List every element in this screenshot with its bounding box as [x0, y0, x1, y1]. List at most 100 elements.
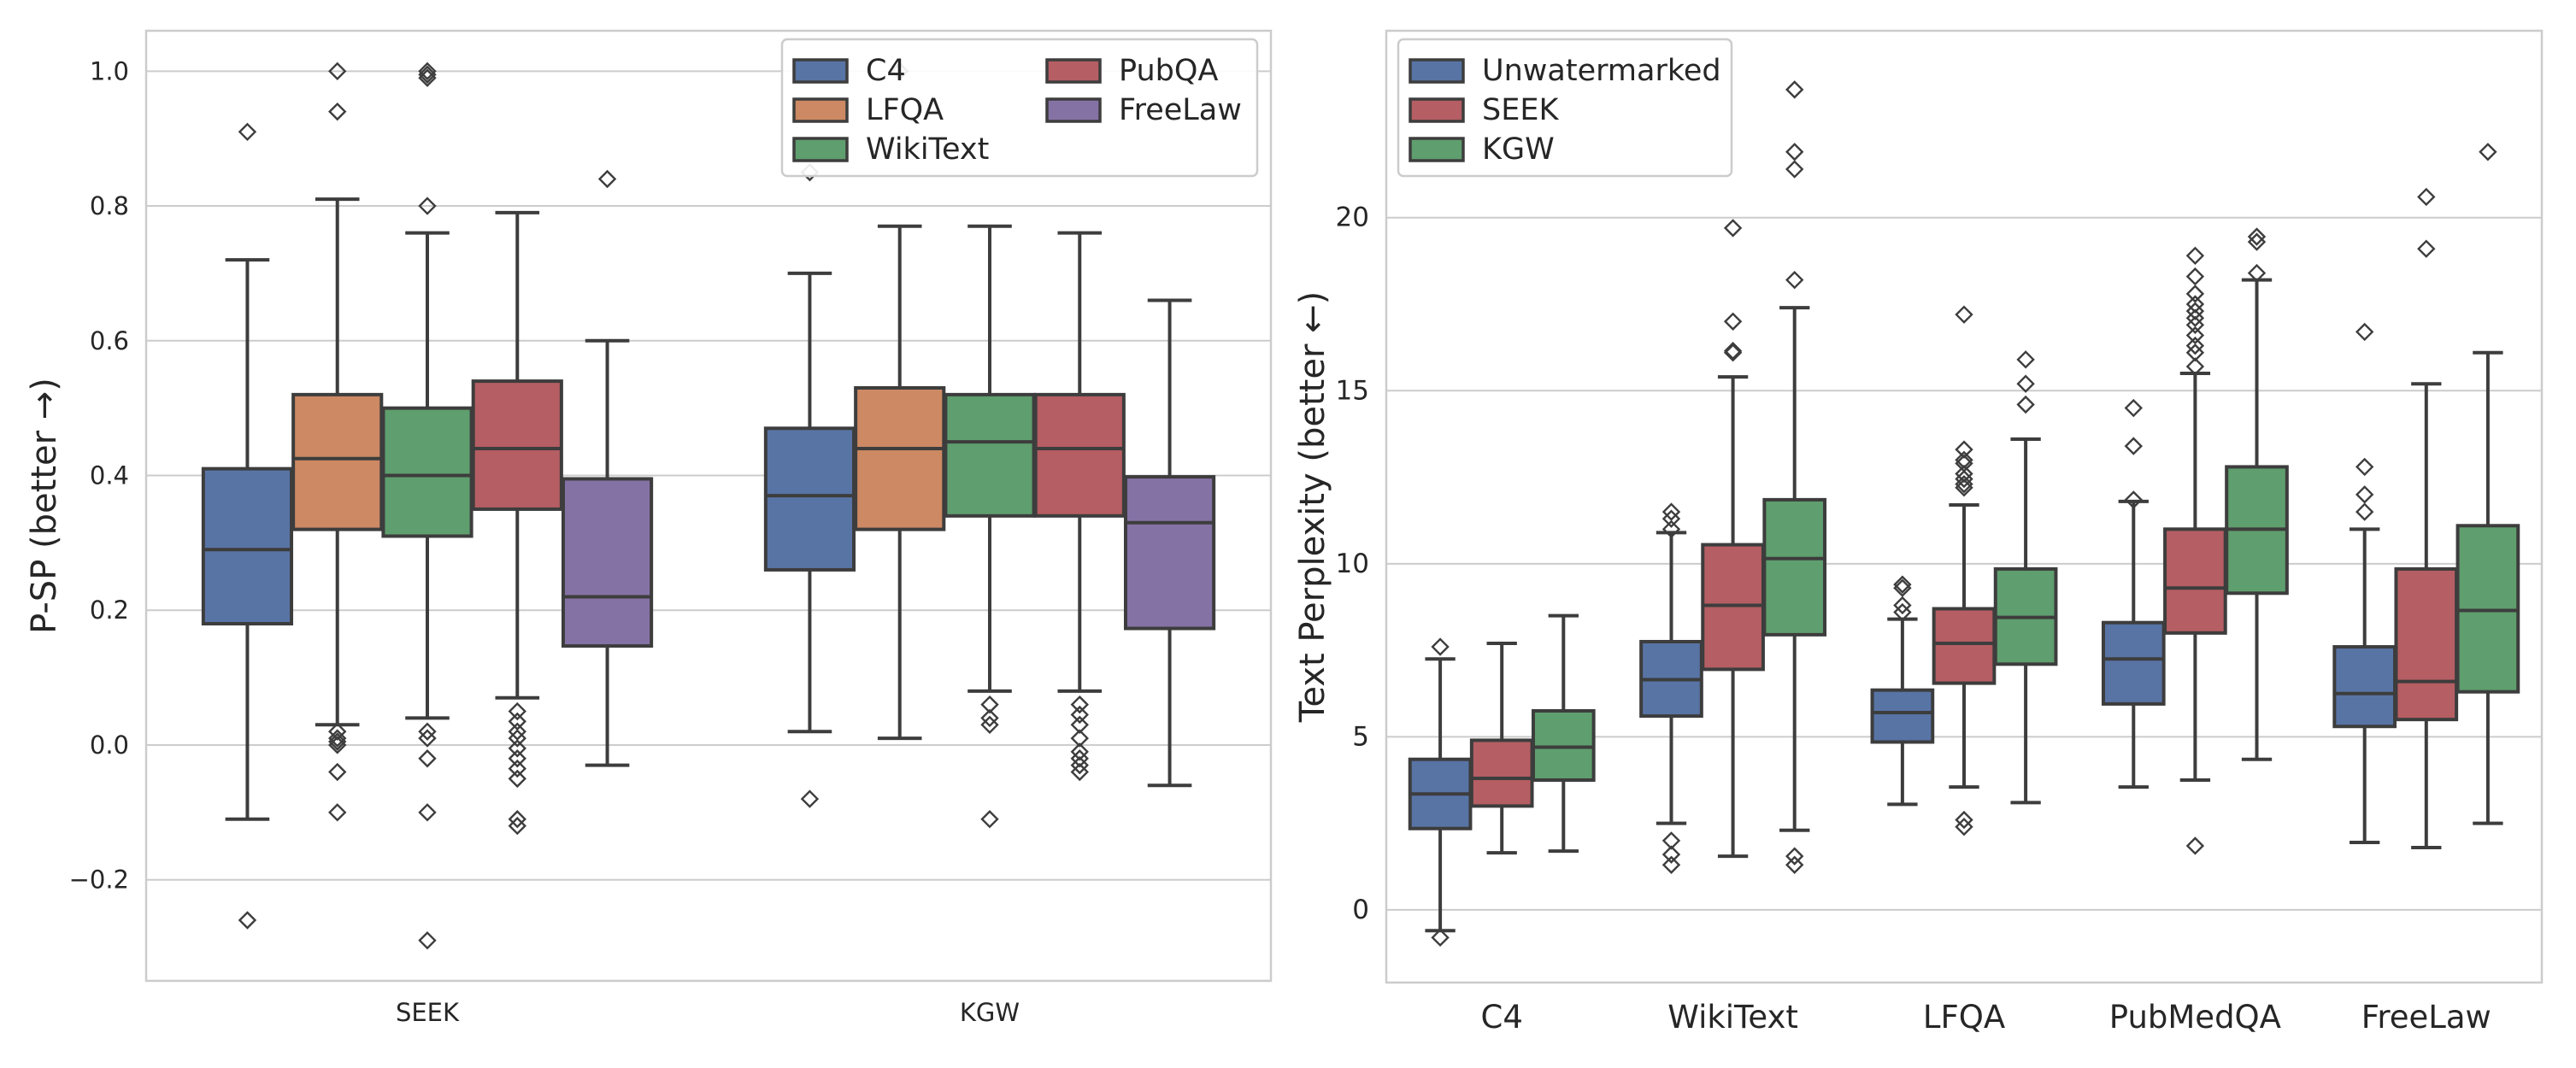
iqr-box — [1932, 607, 1997, 685]
outlier-point — [1661, 509, 1681, 528]
y-tick-label: −0.2 — [69, 866, 129, 895]
legend-swatch — [792, 58, 849, 84]
legend-frame — [780, 38, 1259, 178]
iqr-box — [944, 392, 1036, 518]
y-tick-label: 1.0 — [90, 56, 129, 85]
box-unwatermarked-freelaw — [2332, 322, 2397, 844]
outlier-point — [1070, 742, 1089, 761]
iqr-box — [381, 406, 473, 538]
legend-entry-freelaw: FreeLaw — [1045, 93, 1242, 127]
outlier-point — [418, 803, 437, 822]
iqr-box — [2394, 566, 2459, 722]
outlier-point — [328, 736, 347, 754]
iqr-box — [1762, 497, 1827, 637]
outlier-point — [328, 722, 347, 741]
legend-label: PubQA — [1119, 54, 1218, 88]
outlier-point — [508, 712, 526, 731]
box-wikitext-kgw — [944, 224, 1036, 829]
y-tick-label: 10 — [1336, 549, 1369, 579]
outlier-point — [800, 789, 820, 808]
outlier-point — [328, 803, 347, 822]
outlier-point — [1723, 342, 1743, 361]
legend-label: C4 — [866, 54, 906, 88]
box-kgw-lfqa — [1993, 350, 2058, 805]
outlier-point — [1893, 578, 1912, 597]
outlier-point — [508, 810, 526, 829]
outlier-point — [2185, 302, 2205, 320]
outlier-point — [1070, 705, 1089, 725]
outlier-point — [418, 729, 437, 748]
outlier-point — [1723, 219, 1743, 238]
legend-label: WikiText — [866, 132, 989, 167]
iqr-box — [2101, 620, 2166, 706]
outlier-point — [418, 62, 437, 81]
outlier-point — [328, 62, 347, 81]
outlier-point — [508, 739, 526, 758]
x-tick-label-seek: SEEK — [396, 998, 460, 1027]
legend: Unwatermarked SEEK KGW — [1397, 38, 1733, 178]
outlier-point — [508, 701, 526, 721]
legend-label: FreeLaw — [1119, 93, 1242, 127]
y-tick-label: 0.4 — [90, 461, 129, 490]
legend-swatch — [1045, 97, 1102, 123]
outlier-point — [1893, 602, 1912, 622]
outlier-point — [2247, 263, 2267, 283]
outlier-point — [1955, 478, 1973, 497]
legend-swatch — [1045, 58, 1102, 84]
box-kgw-freelaw — [2455, 143, 2520, 825]
outlier-point — [508, 816, 526, 836]
outlier-point — [1431, 928, 1450, 948]
outlier-point — [2185, 308, 2205, 327]
box-freelaw-seek — [561, 169, 654, 767]
outlier-point — [1661, 519, 1681, 539]
box-seek-wikitext — [1701, 219, 1765, 859]
plot-frame — [1385, 29, 2544, 984]
outlier-point — [508, 769, 526, 789]
box-seek-pubmedqa — [2163, 246, 2227, 855]
x-tick-label-wikitext: WikiText — [1667, 999, 1798, 1036]
legend-entry-lfqa: LFQA — [792, 93, 944, 127]
outlier-point — [2016, 374, 2035, 393]
outlier-point — [1893, 575, 1912, 594]
x-tick-label-kgw: KGW — [960, 998, 1020, 1027]
outlier-point — [238, 911, 257, 930]
outlier-point — [980, 695, 999, 714]
outlier-point — [508, 729, 526, 748]
outlier-point — [1661, 831, 1681, 850]
box-c4-kgw — [763, 162, 856, 808]
box-pubqa-seek — [471, 210, 563, 836]
legend-swatch — [1409, 58, 1465, 84]
outlier-point — [2124, 437, 2143, 455]
box-unwatermarked-c4 — [1408, 637, 1473, 948]
box-lfqa-seek — [291, 62, 384, 822]
outlier-point — [1431, 637, 1450, 656]
outlier-point — [328, 729, 347, 748]
outlier-point — [1070, 762, 1089, 782]
iqr-box — [1469, 738, 1534, 808]
outlier-point — [2355, 457, 2374, 477]
outlier-point — [2355, 502, 2374, 521]
outlier-point — [980, 708, 999, 728]
legend-entry-c4: C4 — [792, 54, 906, 88]
outlier-point — [1070, 749, 1089, 768]
outlier-point — [1723, 343, 1743, 362]
legend-label: KGW — [1482, 132, 1555, 167]
outlier-point — [418, 65, 437, 84]
legend-frame — [1397, 38, 1733, 178]
legend-swatch — [1409, 137, 1465, 162]
outlier-point — [2185, 336, 2205, 355]
outlier-point — [508, 759, 526, 778]
x-tick-label-c4: C4 — [1481, 999, 1523, 1036]
legend-entry-unwatermarked: Unwatermarked — [1409, 54, 1721, 88]
outlier-point — [2185, 315, 2205, 335]
outlier-point — [1955, 454, 1973, 473]
outlier-point — [2016, 395, 2035, 414]
outlier-point — [1785, 855, 1804, 874]
outlier-point — [2185, 343, 2205, 362]
legend-entry-kgw: KGW — [1409, 132, 1555, 167]
outlier-point — [1955, 818, 1973, 836]
iqr-box — [1033, 392, 1126, 518]
box-unwatermarked-wikitext — [1639, 502, 1703, 874]
box-seek-lfqa — [1932, 305, 1997, 836]
